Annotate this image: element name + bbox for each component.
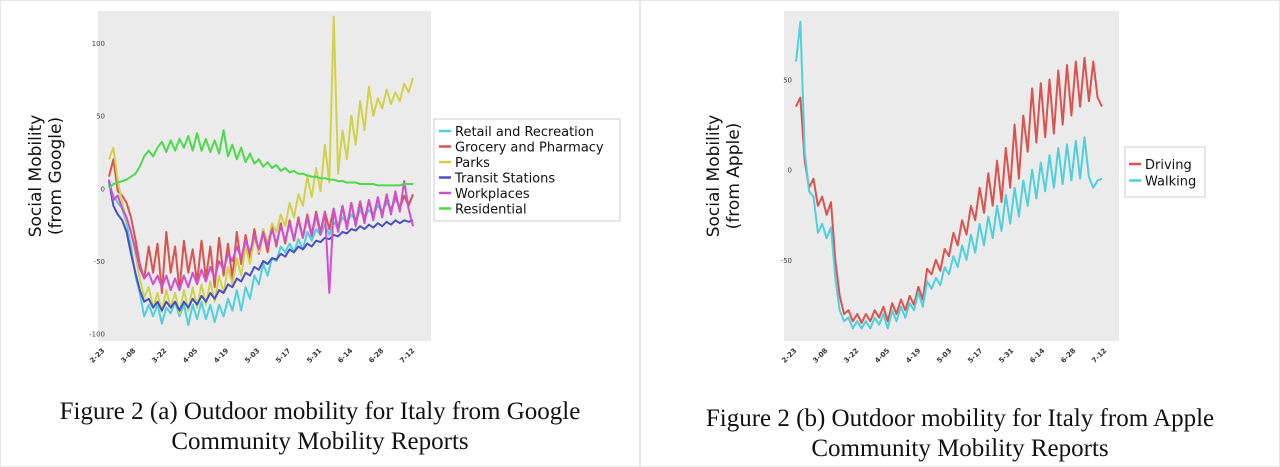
- y-axis-label-line1: Social Mobility: [26, 115, 46, 238]
- y-tick-label: -50: [781, 257, 792, 265]
- x-tick-label: 5-03: [935, 347, 953, 365]
- y-axis-label-line2: (from Apple): [724, 123, 744, 230]
- x-tick-label: 3-08: [119, 347, 137, 365]
- series-line-4: [108, 180, 414, 312]
- legend-label: Workplaces: [455, 187, 530, 202]
- y-tick-label: 50: [96, 113, 105, 121]
- series-line-1: [795, 56, 1103, 324]
- y-tick-label: 100: [92, 40, 105, 48]
- figure-caption-a: Figure 2 (a) Outdoor mobility for Italy …: [1, 397, 639, 457]
- series-line-2: [795, 20, 1103, 330]
- y-tick-label: 0: [101, 185, 105, 193]
- legend-label: Grocery and Pharmacy: [455, 141, 604, 156]
- y-tick-label: -100: [89, 331, 105, 339]
- series-group: [108, 15, 414, 326]
- legend: Driving Walking: [1124, 146, 1206, 198]
- y-tick-labels: -50 0 50: [781, 77, 792, 265]
- legend-box: [433, 118, 621, 222]
- y-tick-label: 50: [783, 77, 792, 85]
- x-tick-label: 2-23: [780, 347, 798, 365]
- series-group: [795, 20, 1103, 330]
- legend-box: [1124, 146, 1206, 198]
- plot-area: [784, 11, 1119, 341]
- caption-line: Figure 2 (b) Outdoor mobility for Italy …: [705, 405, 1215, 432]
- chart-panel-google: -100 -50 0 50 100 2-23 3-08 3-22 4-05 4-19 5-03 5-…: [0, 0, 640, 467]
- x-tick-label: 7-12: [398, 347, 416, 365]
- y-axis-label-line1: Social Mobility: [704, 115, 724, 238]
- y-tick-label: 0: [788, 167, 792, 175]
- google-mobility-chart: -100 -50 0 50 100 2-23 3-08 3-22 4-05 4-19 5-03 5-…: [26, 11, 621, 365]
- caption-line: Figure 2 (a) Outdoor mobility for Italy …: [59, 398, 581, 425]
- x-tick-label: 3-22: [150, 347, 168, 365]
- caption-line: Community Mobility Reports: [171, 428, 469, 455]
- x-tick-label: 3-08: [811, 347, 829, 365]
- x-tick-label: 3-22: [842, 347, 860, 365]
- legend-label: Retail and Recreation: [455, 125, 594, 140]
- chart-panel-apple: -50 0 50 2-23 3-08 3-22 4-05 4-19 5-03 5-17 5-31 6…: [640, 0, 1280, 467]
- series-line-6: [108, 129, 413, 190]
- y-tick-labels: -100 -50 0 50 100: [89, 40, 105, 339]
- x-tick-label: 2-23: [88, 347, 106, 365]
- legend-label: Transit Stations: [454, 172, 555, 187]
- x-tick-label: 4-05: [181, 347, 199, 365]
- legend-label: Parks: [455, 156, 490, 171]
- figure-caption-b: Figure 2 (b) Outdoor mobility for Italy …: [641, 404, 1279, 464]
- x-tick-label: 5-31: [997, 347, 1015, 365]
- legend-label: Walking: [1145, 175, 1196, 190]
- x-tick-label: 6-28: [367, 347, 385, 365]
- apple-mobility-chart: -50 0 50 2-23 3-08 3-22 4-05 4-19 5-03 5-17 5-31 6…: [704, 11, 1206, 365]
- x-tick-label: 5-31: [305, 347, 323, 365]
- x-tick-labels: 2-23 3-08 3-22 4-05 4-19 5-03 5-17 5-31 6-14 6-28…: [88, 347, 416, 365]
- x-tick-label: 5-03: [243, 347, 261, 365]
- x-tick-label: 6-28: [1059, 347, 1077, 365]
- x-tick-label: 7-12: [1090, 347, 1108, 365]
- caption-line: Community Mobility Reports: [811, 435, 1109, 462]
- x-tick-labels: 2-23 3-08 3-22 4-05 4-19 5-03 5-17 5-31 6-14 6-28…: [780, 347, 1108, 365]
- y-axis-label-line2: (from Google): [46, 117, 66, 235]
- legend-label: Driving: [1145, 158, 1192, 173]
- x-tick-label: 4-19: [212, 347, 230, 365]
- x-tick-label: 5-17: [274, 347, 292, 365]
- series-line-5: [108, 179, 414, 294]
- x-tick-label: 4-19: [904, 347, 922, 365]
- y-tick-label: -50: [94, 258, 105, 266]
- x-tick-label: 4-05: [873, 347, 891, 365]
- x-tick-label: 5-17: [966, 347, 984, 365]
- plot-area: [98, 11, 431, 341]
- x-tick-label: 6-14: [1028, 347, 1046, 365]
- x-tick-label: 6-14: [336, 347, 354, 365]
- legend-label: Residential: [455, 203, 527, 218]
